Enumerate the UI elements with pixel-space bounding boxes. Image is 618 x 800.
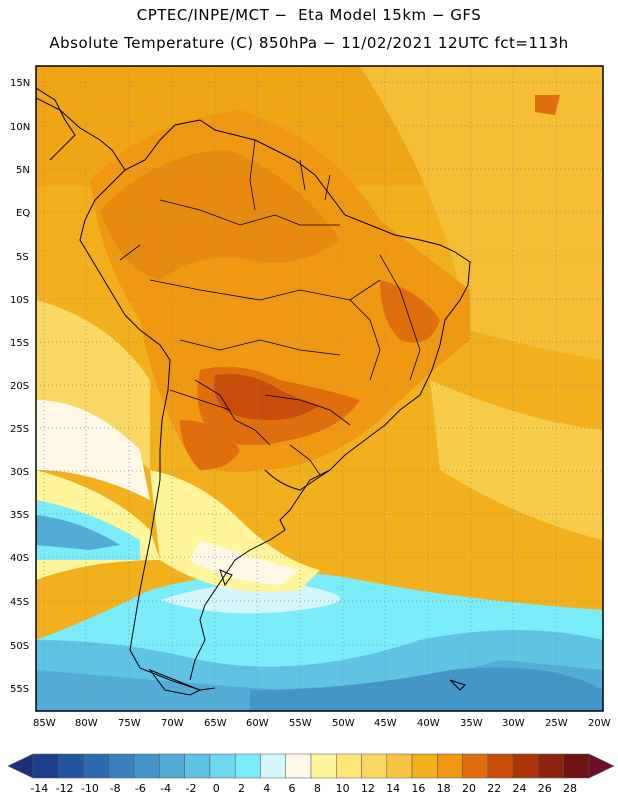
colorbar-label: -6 (135, 782, 146, 795)
lat-label: 10N (10, 122, 30, 133)
coastlines (36, 87, 471, 696)
colorbar-label: -4 (160, 782, 171, 795)
colorbar-label: -12 (56, 782, 74, 795)
colorbar-low-arrow (7, 753, 34, 779)
colorbar-swatch (538, 753, 564, 779)
colorbar-swatch (184, 753, 211, 779)
colorbar: -14 -12 -10 -8 -6 -4 -2 0 2 4 6 8 10 12 14 16 18 20 22 24 26… (7, 753, 615, 795)
map-frame (35, 65, 604, 712)
lat-label: 35S (10, 510, 29, 521)
colorbar-swatch (83, 753, 110, 779)
lat-label: 5S (16, 252, 29, 263)
lat-label: 50S (10, 641, 29, 652)
longitude-labels: 85W 80W 75W 70W 65W 60W 55W 50W 45W 40W … (33, 718, 611, 729)
lon-label: 25W (545, 718, 568, 729)
lat-label: 5N (16, 165, 30, 176)
lon-label: 60W (246, 718, 269, 729)
colorbar-label: 10 (336, 782, 350, 795)
lat-label: 55S (10, 684, 29, 695)
lat-label: 30S (10, 467, 29, 478)
map-title: CPTEC/INPE/MCT − Eta Model 15km − GFS (136, 6, 482, 24)
colorbar-swatch (336, 753, 362, 779)
colorbar-label: 0 (213, 782, 220, 795)
lon-label: 85W (33, 718, 56, 729)
lat-label: EQ (16, 208, 30, 219)
colorbar-swatch (209, 753, 236, 779)
lon-label: 70W (161, 718, 184, 729)
colorbar-label: 6 (289, 782, 296, 795)
colorbar-label: 18 (437, 782, 451, 795)
lon-label: 55W (289, 718, 312, 729)
lon-label: 75W (118, 718, 141, 729)
colorbar-swatch (310, 753, 337, 779)
colorbar-label: 26 (538, 782, 552, 795)
colorbar-swatch (234, 753, 261, 779)
lon-label: 40W (417, 718, 440, 729)
lon-label: 30W (502, 718, 525, 729)
lat-label: 45S (10, 597, 29, 608)
lon-label: 20W (588, 718, 611, 729)
colorbar-swatch (386, 753, 413, 779)
lat-label: 15S (10, 338, 29, 349)
colorbar-swatch (462, 753, 489, 779)
temperature-field (36, 66, 603, 711)
lon-label: 35W (460, 718, 483, 729)
colorbar-swatch (487, 753, 514, 779)
lat-label: 15N (10, 78, 30, 89)
lat-label: 25S (10, 424, 29, 435)
lon-label: 80W (75, 718, 98, 729)
colorbar-swatch (260, 753, 286, 779)
lat-label: 40S (10, 553, 29, 564)
lat-label: 10S (10, 295, 29, 306)
colorbar-swatch (108, 753, 135, 779)
lon-label: 65W (204, 718, 227, 729)
colorbar-label: -2 (185, 782, 196, 795)
colorbar-label: 22 (487, 782, 501, 795)
lon-label: 50W (332, 718, 355, 729)
colorbar-swatch (58, 753, 84, 779)
lat-label: 20S (10, 381, 29, 392)
colorbar-label: -8 (110, 782, 121, 795)
latitude-labels: 15N 10N 5N EQ 5S 10S 15S 20S 25S 30S 35S… (10, 78, 30, 695)
colorbar-label: 8 (314, 782, 321, 795)
colorbar-label: 28 (563, 782, 577, 795)
map-subtitle: Absolute Temperature (C) 850hPa − 11/02/… (49, 34, 569, 52)
lon-label: 45W (374, 718, 397, 729)
colorbar-swatch (411, 753, 438, 779)
colorbar-high-arrow (588, 753, 615, 779)
graticule (36, 66, 603, 711)
colorbar-label: 2 (238, 782, 245, 795)
colorbar-swatch (361, 753, 388, 779)
colorbar-swatch (437, 753, 463, 779)
colorbar-label: 12 (361, 782, 375, 795)
colorbar-label: 4 (263, 782, 270, 795)
colorbar-swatch (133, 753, 160, 779)
colorbar-swatch (563, 753, 590, 779)
colorbar-label: 24 (513, 782, 527, 795)
colorbar-swatch (285, 753, 312, 779)
colorbar-label: -14 (30, 782, 48, 795)
political-borders (119, 139, 421, 476)
colorbar-label: 16 (411, 782, 425, 795)
colorbar-swatch (159, 753, 185, 779)
colorbar-label: 14 (386, 782, 400, 795)
colorbar-label: 20 (462, 782, 476, 795)
colorbar-swatch (512, 753, 539, 779)
colorbar-label: -10 (81, 782, 99, 795)
colorbar-swatch (32, 753, 59, 779)
